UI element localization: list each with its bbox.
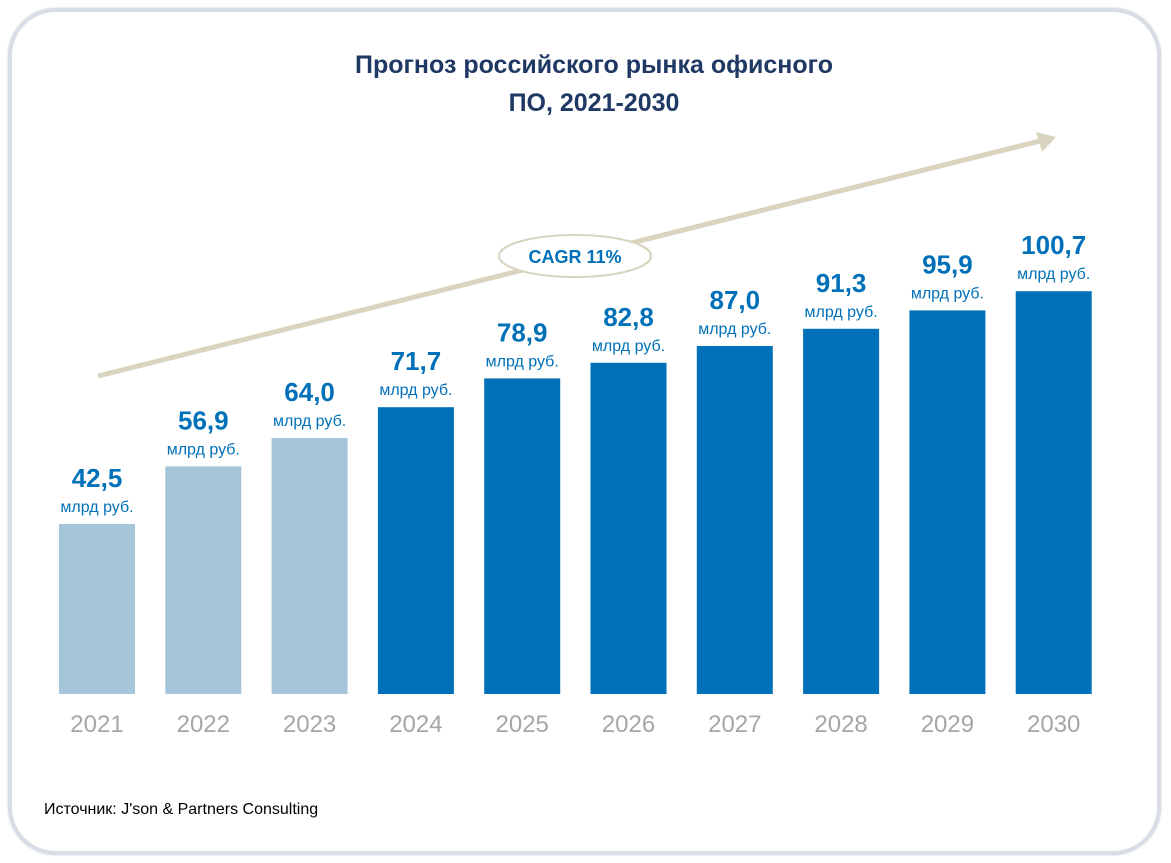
value-label-2029: 95,9 bbox=[922, 249, 973, 279]
x-tick-2025: 2025 bbox=[496, 711, 549, 738]
value-label-2025: 78,9 bbox=[497, 317, 548, 347]
source-note: Источник: J'son & Partners Consulting bbox=[44, 801, 319, 818]
value-label-2024: 71,7 bbox=[391, 346, 442, 376]
x-tick-2022: 2022 bbox=[177, 711, 230, 738]
bar-2024 bbox=[377, 407, 454, 694]
unit-label-2022: млрд руб. bbox=[167, 441, 240, 458]
cagr-label: CAGR 11% bbox=[528, 247, 621, 267]
value-label-2028: 91,3 bbox=[816, 268, 867, 298]
unit-label-2030: млрд руб. bbox=[1017, 266, 1090, 283]
cagr-trend-arrow: CAGR 11% bbox=[97, 132, 1056, 379]
unit-label-2026: млрд руб. bbox=[592, 338, 665, 355]
value-label-2026: 82,8 bbox=[603, 302, 654, 332]
x-tick-2030: 2030 bbox=[1027, 711, 1080, 738]
bar-2025 bbox=[484, 378, 561, 694]
bar-2021 bbox=[59, 524, 135, 694]
bars bbox=[59, 291, 1092, 694]
bar-2022 bbox=[165, 466, 242, 694]
x-tick-2023: 2023 bbox=[283, 711, 336, 738]
unit-label-2027: млрд руб. bbox=[698, 321, 771, 338]
unit-label-2024: млрд руб. bbox=[379, 382, 452, 399]
value-labels: млрд руб. 42,5 млрд руб. 56,9 млрд руб. 64,0 м… bbox=[60, 230, 1090, 516]
value-label-2022: 56,9 bbox=[178, 405, 229, 435]
chart-title-line: ПО, 2021-2030 bbox=[509, 89, 680, 117]
cagr-badge bbox=[498, 234, 652, 278]
unit-label-2028: млрд руб. bbox=[805, 304, 878, 321]
value-label-2030: 100,7 bbox=[1021, 230, 1086, 260]
bar-2027 bbox=[696, 346, 773, 694]
unit-label-2023: млрд руб. bbox=[273, 413, 346, 430]
x-tick-2026: 2026 bbox=[602, 711, 655, 738]
chart-title-line: Прогноз российского рынка офисного bbox=[355, 51, 833, 79]
x-tick-2024: 2024 bbox=[389, 711, 442, 738]
unit-label-2021: млрд руб. bbox=[60, 499, 133, 516]
x-tick-2029: 2029 bbox=[921, 711, 974, 738]
x-tick-2028: 2028 bbox=[814, 711, 867, 738]
unit-label-2025: млрд руб. bbox=[486, 353, 559, 370]
x-tick-2021: 2021 bbox=[70, 711, 123, 738]
bar-2026 bbox=[590, 362, 667, 694]
x-axis-ticks: 2021 2022 2023 2024 2025 2026 2027 2028 2029 2030 bbox=[70, 711, 1080, 738]
bar-2030 bbox=[1015, 291, 1092, 694]
bar-2028 bbox=[803, 328, 880, 694]
trend-arrow-head bbox=[1036, 132, 1056, 152]
value-label-2027: 87,0 bbox=[709, 285, 760, 315]
value-label-2023: 64,0 bbox=[284, 377, 335, 407]
chart-title: Прогноз российского рынка офисного ПО, 20… bbox=[355, 51, 833, 117]
bar-2023 bbox=[271, 438, 348, 694]
x-tick-2027: 2027 bbox=[708, 711, 761, 738]
bar-2029 bbox=[909, 310, 986, 694]
value-label-2021: 42,5 bbox=[72, 463, 123, 493]
unit-label-2029: млрд руб. bbox=[911, 285, 984, 302]
